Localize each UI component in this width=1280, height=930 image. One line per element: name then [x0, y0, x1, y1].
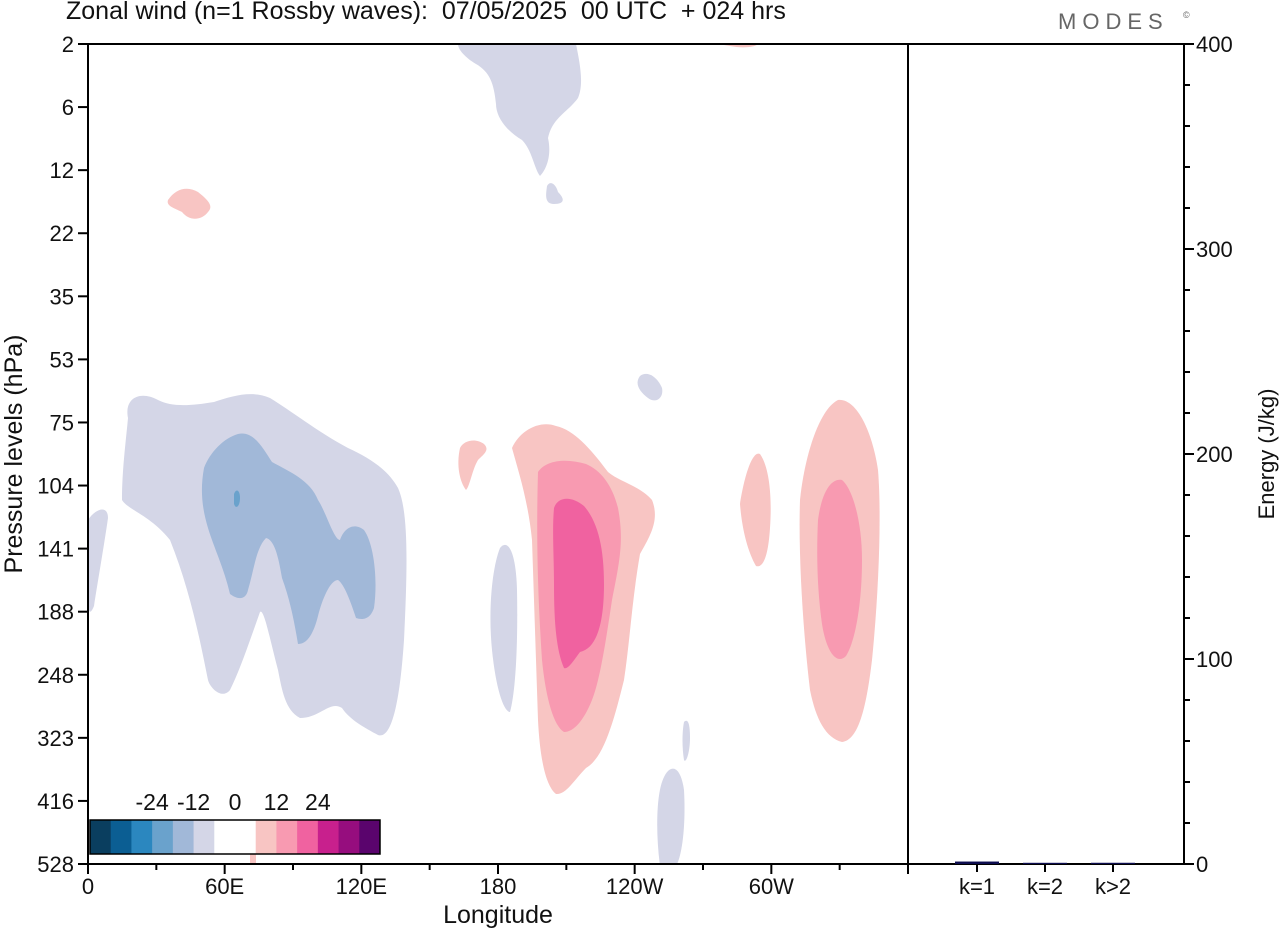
x-tick-label-0: 0	[82, 874, 94, 899]
modes-logo-mark: ©	[1183, 10, 1190, 20]
contour-neg-12	[201, 433, 376, 644]
energy-bar-k=1	[955, 861, 999, 864]
contour-neg-6-strip	[490, 544, 518, 712]
colorbar-cell	[317, 820, 340, 854]
colorbar-label: -24	[136, 789, 169, 815]
energy-tick-label-400: 400	[1196, 32, 1233, 57]
colorbar-cell	[235, 820, 257, 854]
colorbar-cell	[131, 820, 153, 854]
contour-pos-6-top	[167, 188, 211, 219]
contour-pos-6-small	[458, 440, 487, 490]
contour-neg-6-bottom	[657, 768, 685, 864]
x-axis: 0 60E 120E 180 120W 60W	[82, 864, 909, 899]
colorbar: -24 -12 0 12 24	[89, 789, 381, 855]
contour-field	[88, 44, 880, 864]
contour-pos-6-bottom	[250, 854, 256, 864]
y-axis-left: 2 6 12 22 35 53 75 104 141 188 248 323 416 528	[37, 32, 88, 877]
contour-neg-18	[234, 490, 240, 507]
y-tick-label-141: 141	[37, 537, 74, 562]
x-tick-label-60E: 60E	[205, 874, 244, 899]
contour-neg-6-dot	[546, 183, 563, 204]
colorbar-cell	[338, 820, 360, 854]
y-tick-label-22: 22	[50, 221, 74, 246]
y-tick-label-6: 6	[62, 95, 74, 120]
energy-cat-label-k=1: k=1	[959, 874, 995, 899]
colorbar-cell	[276, 820, 298, 854]
contour-neg-6-blob	[637, 373, 663, 401]
energy-panel-frame	[907, 43, 1185, 865]
y-tick-label-35: 35	[50, 284, 74, 309]
modes-logo: MODES	[1058, 9, 1169, 34]
y-tick-label-53: 53	[50, 347, 74, 372]
energy-tick-label-200: 200	[1196, 442, 1233, 467]
y-tick-label-323: 323	[37, 726, 74, 751]
y-axis-label: Pressure levels (hPa)	[0, 335, 28, 574]
colorbar-cell	[255, 820, 277, 854]
colorbar-cell	[359, 820, 381, 854]
colorbar-cell	[90, 820, 112, 854]
y-tick-label-104: 104	[37, 474, 74, 499]
x-axis-label: Longitude	[443, 901, 553, 929]
contour-neg-6-sliver	[682, 720, 690, 761]
energy-bar-k>2	[1091, 862, 1135, 864]
y-tick-label-416: 416	[37, 789, 74, 814]
x-tick-label-120E: 120E	[336, 874, 387, 899]
energy-tick-label-0: 0	[1196, 852, 1208, 877]
colorbar-cell	[172, 820, 195, 854]
y-tick-label-12: 12	[50, 158, 74, 183]
contour-neg-6-top	[458, 44, 582, 176]
colorbar-label: 24	[305, 789, 331, 815]
contour-pos-12-right	[817, 479, 862, 660]
y-tick-label-188: 188	[37, 600, 74, 625]
colorbar-cell	[297, 820, 319, 854]
colorbar-cell	[110, 820, 132, 854]
x-tick-label-60W: 60W	[749, 874, 794, 899]
title: Zonal wind (n=1 Rossby waves): 07/05/202…	[66, 0, 786, 25]
y-tick-label-75: 75	[50, 410, 74, 435]
y-tick-label-248: 248	[37, 663, 74, 688]
colorbar-label: 0	[229, 789, 242, 815]
contour-neg-6-main	[122, 394, 407, 736]
energy-tick-label-100: 100	[1196, 647, 1233, 672]
y-tick-label-528: 528	[37, 852, 74, 877]
energy-bar-k=2	[1023, 862, 1067, 864]
colorbar-cell	[193, 820, 215, 854]
contour-pos-18	[553, 498, 604, 669]
colorbar-cell	[152, 820, 174, 854]
energy-cat-label-k=2: k=2	[1027, 874, 1063, 899]
colorbar-label: -12	[177, 789, 210, 815]
energy-cat-label-k>2: k>2	[1095, 874, 1131, 899]
colorbar-cell	[214, 820, 236, 854]
energy-tick-label-300: 300	[1196, 237, 1233, 262]
contour-neg-6-left	[88, 509, 108, 612]
energy-axis-label: Energy (J/kg)	[1254, 389, 1279, 520]
y-tick-label-2: 2	[62, 32, 74, 57]
colorbar-border	[89, 819, 381, 855]
energy-bars: k=1 k=2 k>2	[955, 861, 1135, 899]
colorbar-label: 12	[264, 789, 290, 815]
x-tick-label-120W: 120W	[606, 874, 664, 899]
contour-pos-6-mid	[740, 453, 771, 567]
y-axis-right: 0 100 200 300 400	[1184, 32, 1233, 877]
x-tick-label-180: 180	[480, 874, 517, 899]
